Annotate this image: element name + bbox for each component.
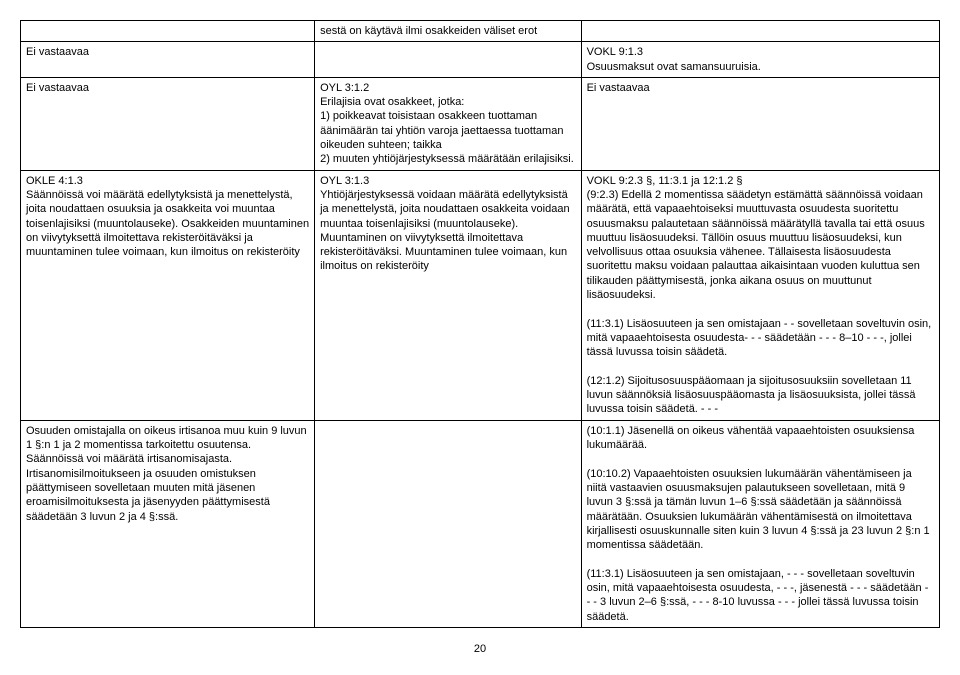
cell-1-c3: VOKL 9:1.3 Osuusmaksut ovat samansuuruis…: [581, 42, 939, 78]
cell-2-c2: OYL 3:1.2 Erilajisia ovat osakkeet, jotk…: [315, 77, 582, 170]
cell-4-c1: Osuuden omistajalla on oikeus irtisanoa …: [21, 420, 315, 627]
cell-3-c2: OYL 3:1.3 Yhtiöjärjestyksessä voidaan mä…: [315, 170, 582, 420]
cell-2-c1: Ei vastaavaa: [21, 77, 315, 170]
comparison-table: sestä on käytävä ilmi osakkeiden väliset…: [20, 20, 940, 628]
cell-4-c2: [315, 420, 582, 627]
cell-0-c1: [21, 21, 315, 42]
cell-4-c3: (10:1.1) Jäsenellä on oikeus vähentää va…: [581, 420, 939, 627]
cell-3-c1: OKLE 4:1.3 Säännöissä voi määrätä edelly…: [21, 170, 315, 420]
cell-0-c3: [581, 21, 939, 42]
page-number: 20: [20, 643, 940, 655]
cell-1-c2: [315, 42, 582, 78]
cell-2-c3: Ei vastaavaa: [581, 77, 939, 170]
cell-1-c1: Ei vastaavaa: [21, 42, 315, 78]
cell-0-c2: sestä on käytävä ilmi osakkeiden väliset…: [315, 21, 582, 42]
cell-3-c3: VOKL 9:2.3 §, 11:3.1 ja 12:1.2 § (9:2.3)…: [581, 170, 939, 420]
